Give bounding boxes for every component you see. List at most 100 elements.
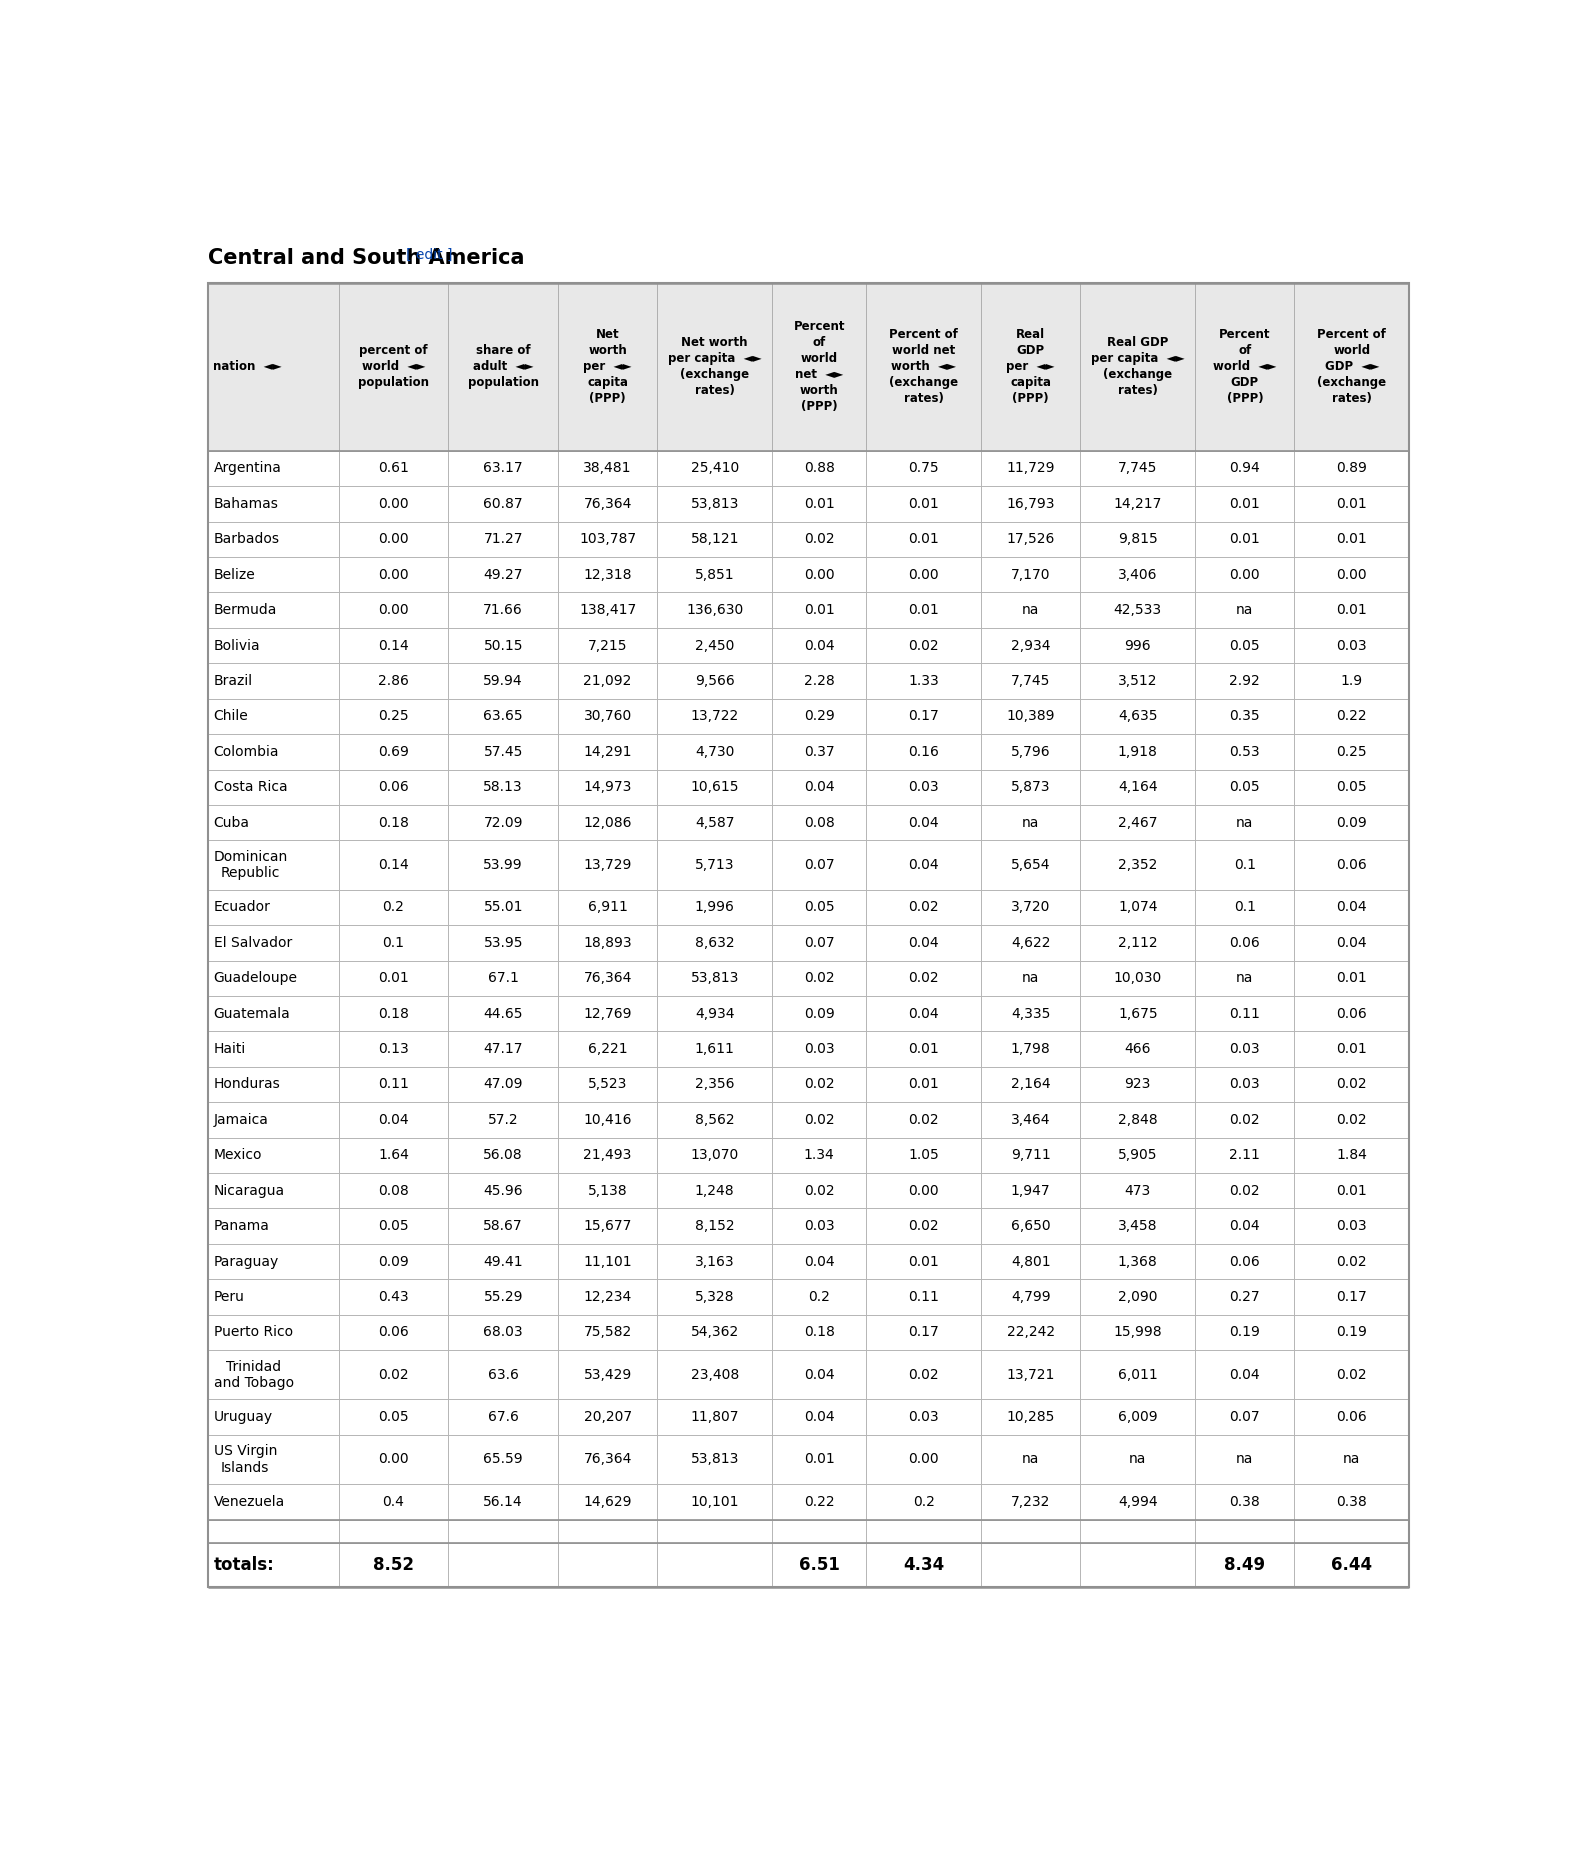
Text: 0.1: 0.1 (1234, 858, 1256, 871)
Bar (1294, 1032, 1409, 1066)
Text: 13,729: 13,729 (584, 858, 631, 871)
Text: 14,217: 14,217 (1114, 497, 1161, 511)
Text: 0.03: 0.03 (1229, 1042, 1261, 1057)
Text: 0.00: 0.00 (909, 1184, 939, 1199)
Text: 9,566: 9,566 (694, 673, 735, 688)
Text: 103,787: 103,787 (579, 533, 636, 546)
Text: na: na (1343, 1453, 1360, 1466)
Text: 54,362: 54,362 (691, 1326, 739, 1339)
Text: 0.02: 0.02 (909, 1113, 939, 1128)
Bar (658, 1399, 772, 1434)
Text: 0.04: 0.04 (909, 935, 939, 950)
Bar (1081, 1032, 1195, 1066)
Bar (772, 1208, 866, 1244)
Bar (559, 593, 658, 628)
Text: 12,769: 12,769 (584, 1006, 631, 1021)
Bar (448, 1434, 559, 1485)
Bar (1294, 961, 1409, 997)
Bar (772, 451, 866, 486)
Bar (1081, 1172, 1195, 1208)
Bar (208, 451, 339, 486)
Text: Trinidad
and Tobago: Trinidad and Tobago (213, 1359, 294, 1389)
Text: 3,406: 3,406 (1119, 568, 1158, 582)
Text: Cuba: Cuba (213, 815, 249, 830)
Bar (448, 804, 559, 840)
Bar (1081, 961, 1195, 997)
Text: 2.86: 2.86 (379, 673, 409, 688)
Bar (772, 628, 866, 664)
Text: 0.09: 0.09 (803, 1006, 835, 1021)
Text: 0.02: 0.02 (909, 638, 939, 653)
Text: 466: 466 (1125, 1042, 1150, 1057)
Bar (559, 282, 658, 451)
Text: 0.03: 0.03 (1337, 1219, 1367, 1232)
Bar (448, 735, 559, 770)
Bar (1081, 451, 1195, 486)
Bar (208, 699, 339, 735)
Text: 7,215: 7,215 (589, 638, 628, 653)
Bar (772, 282, 866, 451)
Text: 42,533: 42,533 (1114, 604, 1161, 617)
Bar (1294, 804, 1409, 840)
Bar (448, 451, 559, 486)
Text: Belize: Belize (213, 568, 256, 582)
Text: 0.03: 0.03 (1229, 1077, 1261, 1092)
Text: 0.2: 0.2 (382, 899, 404, 914)
Bar (448, 1350, 559, 1399)
Bar (658, 890, 772, 926)
Bar (866, 664, 982, 699)
Text: 0.04: 0.04 (803, 638, 835, 653)
Text: 12,318: 12,318 (584, 568, 631, 582)
Bar (208, 1137, 339, 1172)
Text: 0.06: 0.06 (1337, 1006, 1367, 1021)
Text: 0.02: 0.02 (909, 1219, 939, 1232)
Bar (866, 1543, 982, 1588)
Bar (982, 557, 1081, 593)
Bar (339, 926, 448, 961)
Text: Ecuador: Ecuador (213, 899, 270, 914)
Bar (208, 1066, 339, 1101)
Bar (559, 1066, 658, 1101)
Text: 0.38: 0.38 (1337, 1494, 1367, 1509)
Text: 0.00: 0.00 (909, 568, 939, 582)
Bar (1195, 628, 1294, 664)
Bar (339, 1172, 448, 1208)
Text: 11,101: 11,101 (584, 1255, 631, 1268)
Text: 10,030: 10,030 (1114, 971, 1161, 985)
Text: Percent
of
world  ◄►
GDP
(PPP): Percent of world ◄► GDP (PPP) (1213, 329, 1277, 406)
Text: 76,364: 76,364 (584, 1453, 631, 1466)
Bar (448, 1279, 559, 1315)
Text: 1,996: 1,996 (694, 899, 735, 914)
Text: 50.15: 50.15 (483, 638, 522, 653)
Bar (208, 770, 339, 804)
Text: 1.34: 1.34 (803, 1148, 835, 1163)
Bar (772, 961, 866, 997)
Bar (339, 1279, 448, 1315)
Text: 6.44: 6.44 (1332, 1556, 1373, 1575)
Text: 21,493: 21,493 (584, 1148, 631, 1163)
Bar (772, 1066, 866, 1101)
Text: 0.05: 0.05 (1229, 638, 1261, 653)
Text: 0.01: 0.01 (1337, 497, 1367, 511)
Text: 0.08: 0.08 (379, 1184, 409, 1199)
Text: 1,798: 1,798 (1011, 1042, 1051, 1057)
Bar (208, 1520, 339, 1543)
Text: 67.1: 67.1 (488, 971, 519, 985)
Text: 68.03: 68.03 (483, 1326, 522, 1339)
Text: 2,848: 2,848 (1117, 1113, 1158, 1128)
Bar (208, 593, 339, 628)
Text: 0.22: 0.22 (803, 1494, 835, 1509)
Text: 0.4: 0.4 (382, 1494, 404, 1509)
Text: Costa Rica: Costa Rica (213, 780, 287, 795)
Bar (559, 840, 658, 890)
Bar (982, 961, 1081, 997)
Bar (208, 486, 339, 522)
Bar (559, 1543, 658, 1588)
Bar (448, 1101, 559, 1137)
Bar (1195, 770, 1294, 804)
Text: 0.03: 0.03 (909, 780, 939, 795)
Bar (1294, 1520, 1409, 1543)
Bar (448, 593, 559, 628)
Text: 63.17: 63.17 (483, 462, 522, 475)
Bar (1081, 735, 1195, 770)
